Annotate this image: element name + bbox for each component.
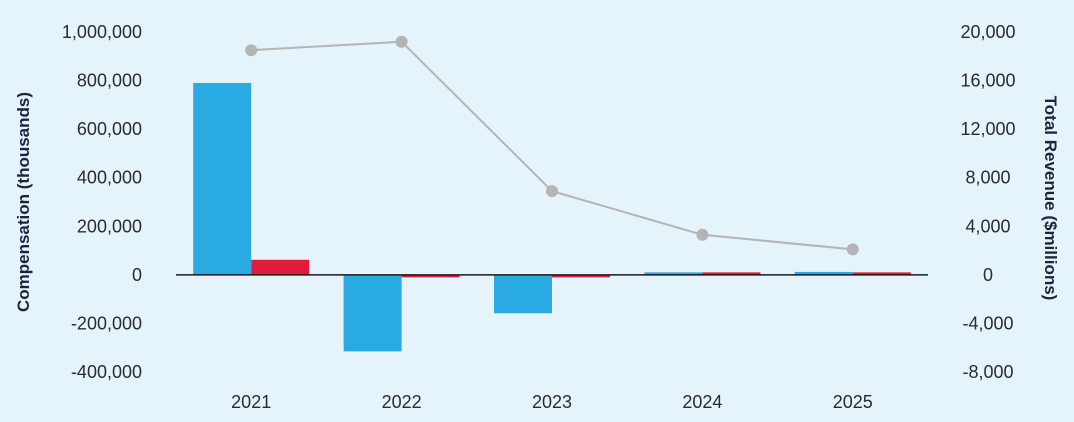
- revenue-point-2023: [546, 185, 558, 198]
- bar-2025-series-2: [852, 272, 911, 275]
- right-axis-title: Total Revenue ($millions): [1041, 96, 1060, 301]
- y-tick-label: -400,000: [71, 362, 142, 382]
- y2-tick-label: 12,000: [960, 119, 1015, 139]
- left-axis-tick-labels: 1,000,000 800,000 600,000 400,000 200,000 0 -2…: [62, 22, 142, 382]
- right-axis-tick-labels: 20,000 16,000 12,000 8,000 4,000 0 -4,000 -8,00…: [960, 22, 1015, 382]
- revenue-point-2022: [395, 35, 408, 48]
- bar-2025-series-1: [794, 271, 853, 275]
- y2-tick-label: -8,000: [962, 362, 1013, 382]
- y2-tick-label: 0: [983, 265, 993, 285]
- y-tick-label: 1,000,000: [62, 22, 142, 42]
- revenue-point-2024: [696, 228, 709, 241]
- bar-2024-series-1: [644, 272, 703, 275]
- revenue-point-2021: [245, 44, 258, 57]
- y-tick-label: -200,000: [71, 313, 142, 333]
- y-tick-label: 400,000: [77, 168, 142, 188]
- bar-2023-series-2: [552, 274, 610, 278]
- bar-2021-series-2: [251, 259, 310, 275]
- y-tick-label: 800,000: [77, 71, 142, 91]
- bar-2023-series-1: [494, 274, 552, 314]
- bar-2022-series-1: [343, 274, 402, 352]
- left-axis-title: Compensation (thousands): [14, 92, 33, 312]
- revenue-line-series: [245, 35, 859, 256]
- x-tick-label: 2025: [833, 392, 873, 412]
- x-tick-label: 2024: [682, 392, 722, 412]
- y2-tick-label: 4,000: [965, 216, 1010, 236]
- y-tick-label: 200,000: [77, 216, 142, 236]
- x-tick-label: 2022: [382, 392, 422, 412]
- revenue-line: [251, 40, 853, 251]
- bar-2021-series-1: [193, 83, 252, 275]
- x-tick-label: 2021: [231, 392, 271, 412]
- y2-tick-label: 8,000: [965, 168, 1010, 188]
- y-tick-label: 0: [132, 265, 142, 285]
- bar-series: [193, 83, 911, 352]
- bar-2024-series-2: [702, 272, 761, 275]
- y2-tick-label: 16,000: [960, 71, 1015, 91]
- y2-tick-label: -4,000: [962, 313, 1013, 333]
- x-tick-label: 2023: [532, 392, 572, 412]
- y-tick-label: 600,000: [77, 119, 142, 139]
- y2-tick-label: 20,000: [960, 22, 1015, 42]
- bar-2022-series-2: [401, 274, 460, 278]
- revenue-point-2025: [846, 243, 859, 256]
- x-axis-tick-labels: 2021 2022 2023 2024 2025: [231, 392, 873, 412]
